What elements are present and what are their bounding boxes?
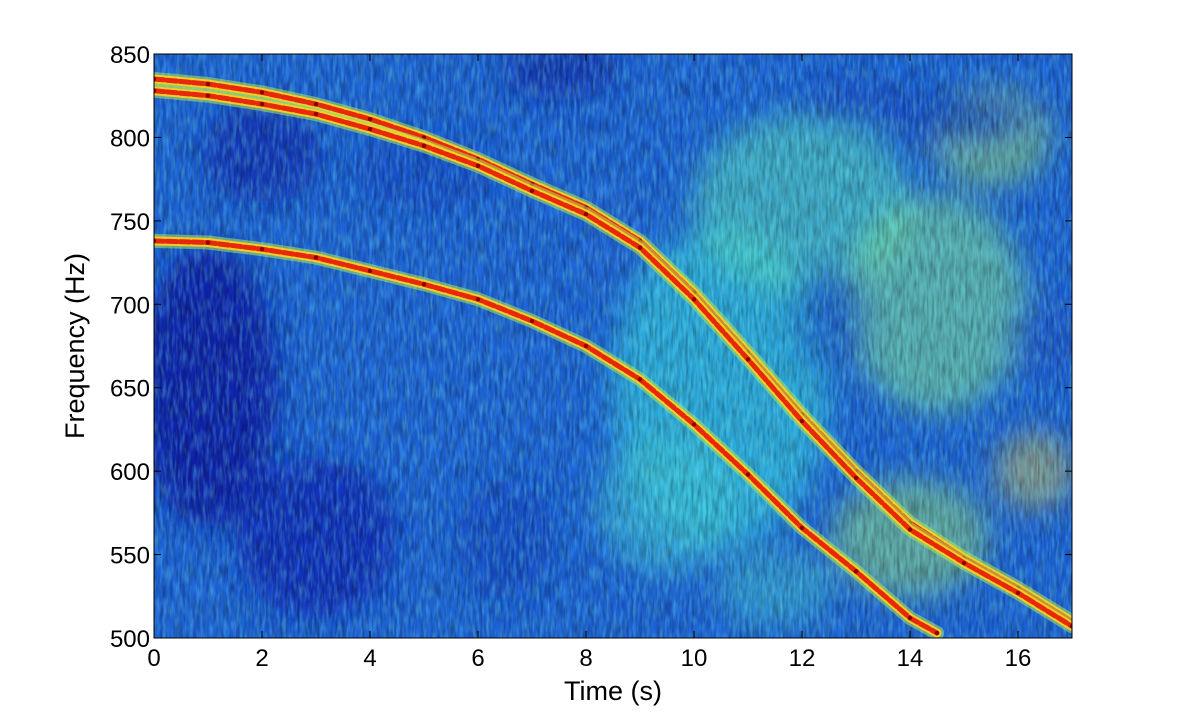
track-2-point-9 (637, 377, 643, 382)
track-2-point-4 (367, 268, 373, 274)
track-2-point-14 (907, 615, 913, 621)
track-2-core (154, 238, 940, 636)
axes-box (153, 53, 1073, 639)
track-1-point-8 (583, 211, 589, 217)
harmonic-tracks (154, 72, 1072, 638)
track-0-point-1 (205, 81, 211, 87)
track-1-point-0 (154, 88, 157, 93)
track-1-point-3 (313, 111, 319, 117)
y-tick-label-650: 650 (110, 376, 150, 403)
track-2-point-7 (529, 318, 535, 324)
track-2-point-15 (934, 630, 940, 636)
track-0-point-3 (313, 101, 319, 107)
track-0-point-2 (259, 90, 265, 95)
track-1-core (154, 88, 1072, 629)
track-1-point-5 (421, 143, 427, 148)
x-tick-label-12: 12 (789, 645, 816, 672)
track-2-point-5 (421, 282, 427, 287)
track-1-point-2 (259, 101, 265, 107)
track-1-point-13 (853, 475, 859, 481)
y-tick-label-850: 850 (110, 42, 150, 69)
x-tick-label-14: 14 (897, 645, 924, 672)
track-1-point-1 (205, 93, 211, 98)
y-tick-label-550: 550 (110, 543, 150, 570)
track-1-point-9 (637, 245, 643, 250)
y-tick-label-800: 800 (110, 125, 150, 152)
y-axis-label: Frequency (Hz) (60, 253, 90, 439)
track-2-point-0 (154, 238, 157, 244)
track-0-point-4 (367, 116, 373, 122)
track-1-point-11 (745, 357, 751, 362)
track-2-point-11 (745, 472, 751, 477)
x-axis: 0 2 4 6 8 10 12 14 16 (147, 54, 1031, 672)
track-2-point-8 (583, 343, 589, 349)
track-2-point-13 (853, 569, 859, 574)
x-tick-label-16: 16 (1005, 645, 1032, 672)
track-2-point-3 (313, 255, 319, 260)
track-1-point-7 (529, 188, 535, 194)
x-tick-label-8: 8 (579, 645, 592, 672)
track-2-point-2 (259, 247, 265, 252)
track-1-point-14 (907, 527, 913, 532)
track-1-point-4 (367, 126, 373, 132)
y-tick-label-600: 600 (110, 459, 150, 486)
track-1-point-6 (475, 163, 481, 168)
track-2-point-10 (691, 422, 697, 427)
x-tick-label-6: 6 (471, 645, 484, 672)
track-1-point-16 (1015, 590, 1021, 596)
x-tick-label-0: 0 (147, 645, 160, 672)
x-tick-label-2: 2 (255, 645, 268, 672)
track-2-point-6 (475, 297, 481, 302)
track-1-point-17 (1069, 624, 1072, 629)
x-tick-label-4: 4 (363, 645, 376, 672)
y-tick-label-700: 700 (110, 292, 150, 319)
track-0-point-0 (154, 76, 157, 82)
y-tick-label-500: 500 (110, 626, 150, 653)
y-tick-label-750: 750 (110, 209, 150, 236)
y-axis: 500 550 600 650 700 750 800 850 (110, 42, 1072, 653)
track-2-point-1 (205, 240, 211, 245)
track-2-point-12 (799, 525, 805, 531)
track-1-point-10 (691, 297, 697, 302)
spectrogram-image (154, 54, 1072, 638)
x-axis-label: Time (s) (564, 676, 662, 706)
x-tick-label-10: 10 (681, 645, 708, 672)
track-1-point-15 (961, 560, 967, 566)
track-1-point-12 (799, 418, 805, 424)
